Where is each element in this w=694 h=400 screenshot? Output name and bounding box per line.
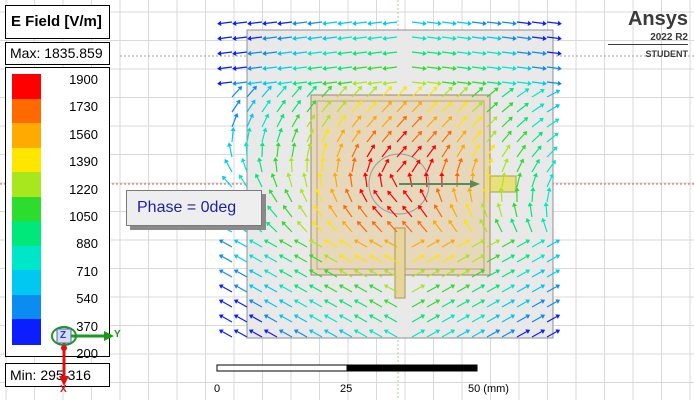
triad-graphic — [51, 326, 114, 386]
triad-y-label: Y — [114, 329, 121, 340]
ruler-label-50: 50 (mm) — [468, 383, 509, 395]
triad-x-label: X — [60, 384, 67, 395]
legend-swatch — [12, 74, 41, 100]
legend-color-scale: 1900 1730 1560 1390 1220 1050 880 710 540 370 200 — [5, 67, 110, 361]
legend-swatch — [12, 98, 41, 124]
e-field-vectors — [217, 20, 562, 338]
logo-name: Ansys — [627, 8, 688, 30]
color-legend[interactable]: E Field [V/m] Max: 1835.859 1900 1730 1560… — [5, 5, 110, 387]
feed-direction-arrowhead — [470, 180, 480, 188]
logo-version: 2022 R2 — [608, 32, 688, 45]
legend-tick-label: 1900 — [69, 72, 98, 87]
legend-title: E Field [V/m] — [5, 5, 110, 39]
axis-triad[interactable]: Z Y X — [42, 318, 122, 398]
legend-swatch — [12, 196, 41, 222]
legend-swatch — [12, 221, 41, 247]
ruler-label-25: 25 — [340, 383, 353, 395]
legend-tick-label: 1730 — [69, 99, 98, 115]
legend-swatch — [12, 147, 41, 173]
legend-swatch — [12, 123, 41, 149]
legend-swatch — [12, 245, 41, 271]
legend-tick-label: 710 — [76, 263, 98, 279]
legend-swatch — [12, 294, 41, 320]
legend-tick-label: 540 — [76, 291, 98, 307]
legend-swatch — [12, 270, 41, 296]
legend-max-value: Max: 1835.859 — [5, 42, 110, 65]
legend-min-value: Min: 295.316 — [5, 363, 110, 387]
legend-tick-label: 1560 — [69, 126, 98, 142]
legend-tick-label: 200 — [76, 346, 98, 361]
legend-tick-label: 1220 — [69, 181, 98, 197]
legend-tick-label: 1050 — [69, 209, 98, 224]
legend-tick-label: 370 — [76, 318, 98, 334]
legend-tick-label: 880 — [76, 236, 98, 252]
ansys-logo: Ansys 2022 R2 STUDENT — [608, 8, 688, 59]
scale-ruler: 0 25 50 (mm) — [210, 363, 530, 397]
triad-z-label: Z — [60, 330, 67, 341]
logo-edition: STUDENT — [645, 49, 689, 59]
legend-tick-label: 1390 — [69, 154, 98, 170]
ruler-label-0: 0 — [214, 383, 221, 395]
phase-annotation[interactable]: Phase = 0deg — [126, 190, 262, 226]
ruler-bar — [216, 364, 478, 372]
feed-line-bottom — [394, 227, 406, 299]
legend-swatch — [12, 319, 41, 345]
legend-swatch — [12, 172, 41, 198]
